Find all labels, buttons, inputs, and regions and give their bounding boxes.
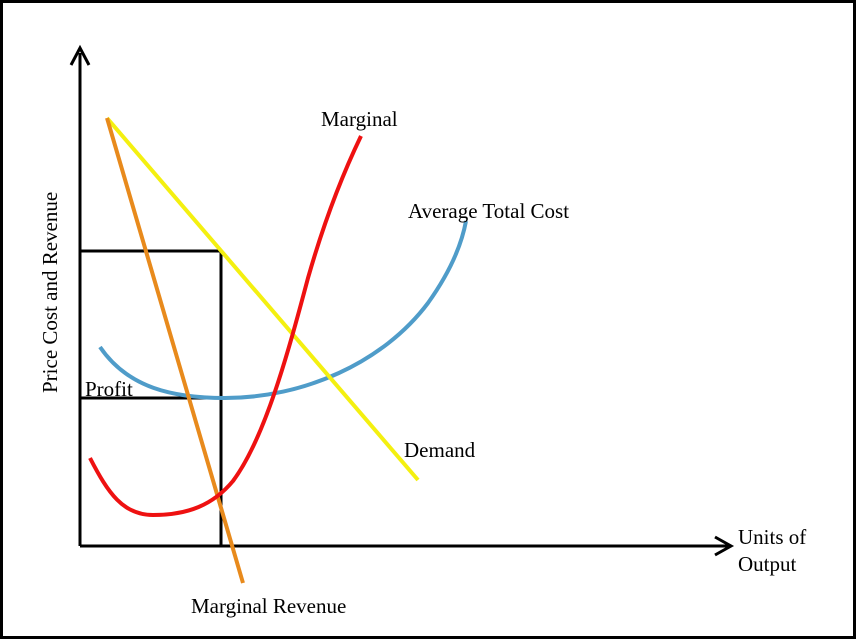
demand-curve [105, 116, 420, 482]
marginal-cost-curve [88, 135, 363, 518]
marginal-label: Marginal [321, 107, 398, 131]
demand-label: Demand [404, 438, 476, 462]
profit-label: Profit [85, 377, 133, 401]
profit-rectangle [78, 249, 223, 400]
marginal-revenue-curve [105, 117, 245, 584]
marginal-revenue-label: Marginal Revenue [191, 594, 346, 618]
profit-maximization-diagram: Marginal Average Total Cost Demand Margi… [38, 44, 806, 618]
average-total-cost-label: Average Total Cost [408, 199, 569, 223]
y-axis-label: Price Cost and Revenue [38, 192, 62, 393]
x-axis-label-line2: Output [738, 552, 797, 576]
x-axis-label-line1: Units of [738, 525, 806, 549]
x-axis [80, 535, 735, 557]
average-total-cost-curve [98, 220, 468, 401]
